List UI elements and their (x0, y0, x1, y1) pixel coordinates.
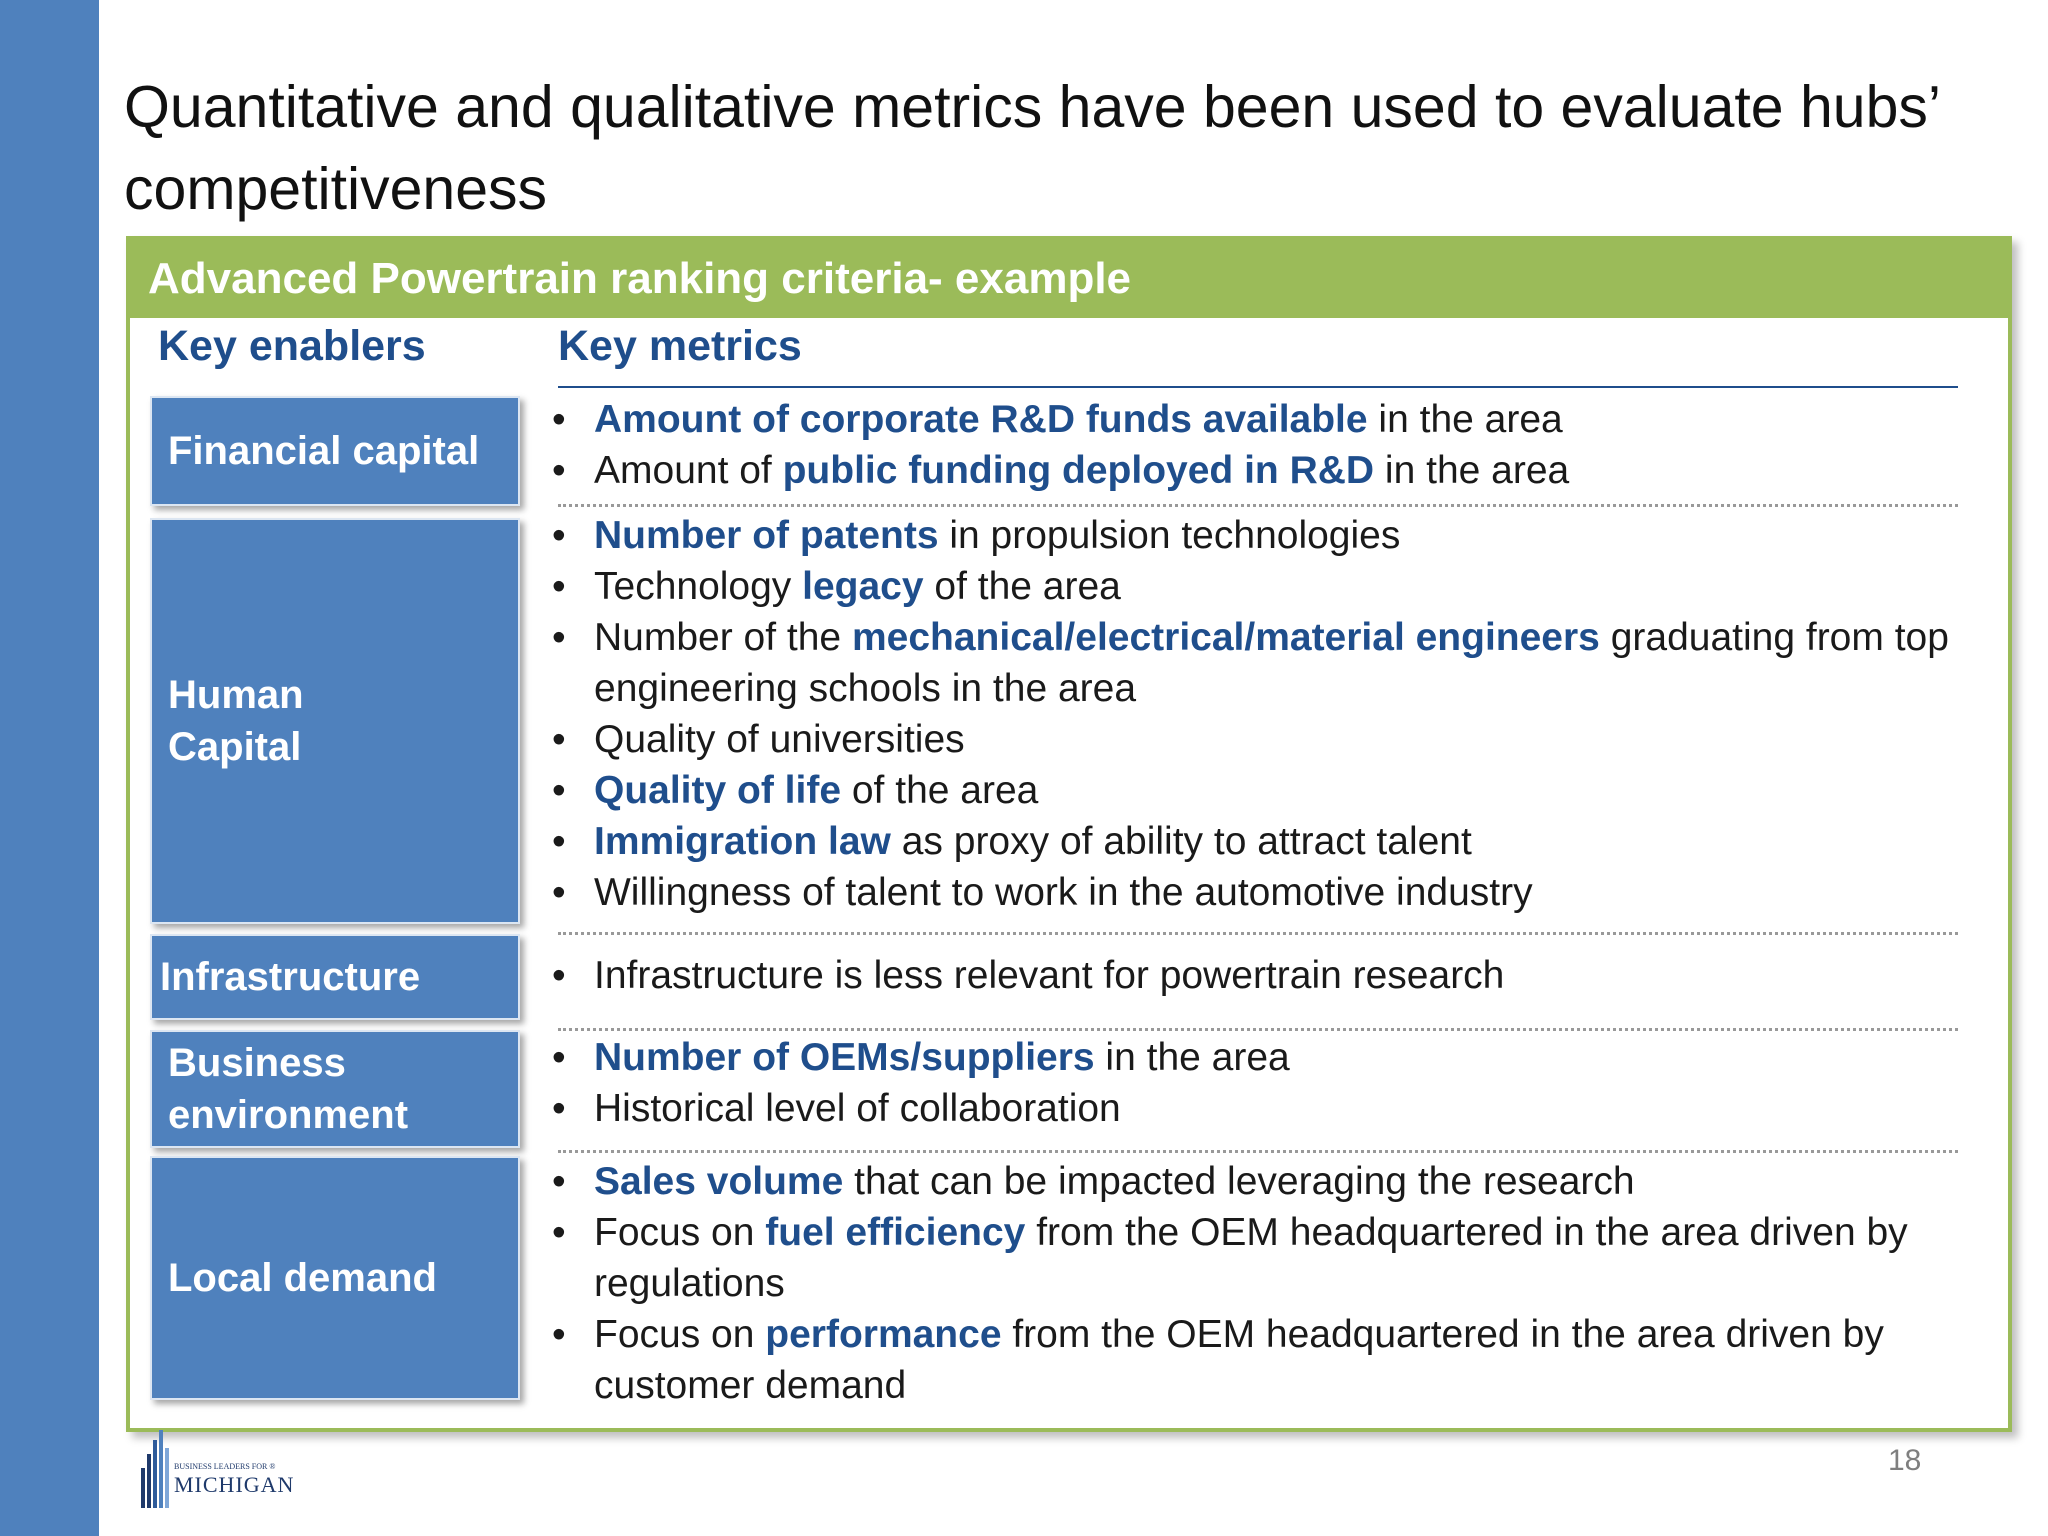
metrics-list-human-capital: Number of patents in propulsion technolo… (548, 510, 1968, 918)
row-divider (558, 932, 1958, 935)
metric-item: Focus on performance from the OEM headqu… (548, 1309, 1968, 1411)
metric-text: Willingness of talent to work in the aut… (594, 871, 1533, 914)
business-leaders-for-michigan-logo: BUSINESS LEADERS FOR ® MICHIGAN (140, 1428, 300, 1508)
enabler-label: Infrastructure (160, 955, 421, 999)
metric-highlight: Amount of corporate R&D funds available (594, 398, 1368, 441)
enabler-financial-capital: Financial capital (150, 396, 520, 506)
metric-item: Focus on fuel efficiency from the OEM he… (548, 1207, 1968, 1309)
enabler-human-capital: Human Capital (150, 518, 520, 924)
metric-item: Number of the mechanical/electrical/mate… (548, 612, 1968, 714)
metric-text: Focus on (594, 1313, 766, 1356)
row-divider (558, 1028, 1958, 1031)
metric-item: Infrastructure is less relevant for powe… (548, 950, 1968, 1001)
metric-text: in the area (1374, 449, 1570, 492)
metric-item: Immigration law as proxy of ability to a… (548, 816, 1968, 867)
metric-item: Historical level of collaboration (548, 1083, 1968, 1134)
metric-text: in the area (1367, 398, 1563, 441)
logo-wordmark: MICHIGAN (174, 1472, 295, 1497)
key-enablers-heading: Key enablers (158, 322, 426, 370)
metric-item: Amount of public funding deployed in R&D… (548, 445, 1968, 496)
metric-text: Amount of (594, 449, 783, 492)
metric-text: Quality of universities (594, 718, 965, 761)
building-bars-icon (141, 1430, 169, 1508)
metric-highlight: legacy (802, 565, 924, 608)
metric-highlight: Quality of life (594, 769, 842, 812)
metrics-list-infrastructure: Infrastructure is less relevant for powe… (548, 950, 1968, 1001)
metric-highlight: mechanical/electrical/material engineers (851, 616, 1600, 659)
metric-item: Number of OEMs/suppliers in the area (548, 1032, 1968, 1083)
enabler-label: Human Capital (168, 673, 304, 769)
metric-text: in the area (1094, 1036, 1290, 1079)
metric-highlight: performance (765, 1313, 1002, 1356)
metric-highlight: Number of OEMs/suppliers (594, 1036, 1095, 1079)
enabler-label: Business environment (168, 1041, 409, 1137)
metric-text: Focus on (594, 1211, 766, 1254)
logo-tagline: BUSINESS LEADERS FOR ® (174, 1462, 276, 1471)
metric-text: Technology (594, 565, 803, 608)
slide-title: Quantitative and qualitative metrics hav… (124, 74, 1939, 222)
metric-text: of the area (841, 769, 1039, 812)
enabler-business-environment: Business environment (150, 1030, 520, 1148)
panel-header: Advanced Powertrain ranking criteria- ex… (130, 240, 2008, 318)
metrics-heading-rule (558, 386, 1958, 388)
metric-text: from the OEM headquartered in the area d… (594, 1211, 1908, 1305)
enabler-infrastructure: Infrastructure (150, 934, 520, 1020)
page-number: 18 (1888, 1444, 1922, 1477)
metric-highlight: Sales volume (594, 1160, 844, 1203)
metric-text: as proxy of ability to attract talent (890, 820, 1472, 863)
metrics-list-local-demand: Sales volume that can be impacted levera… (548, 1156, 1968, 1411)
metric-text: graduating from top engineering schools … (594, 616, 1949, 710)
metrics-list-financial-capital: Amount of corporate R&D funds available … (548, 394, 1968, 496)
metric-text: from the OEM headquartered in the area d… (594, 1313, 1884, 1407)
metric-item: Technology legacy of the area (548, 561, 1968, 612)
metric-text: in propulsion technologies (938, 514, 1401, 557)
metric-item: Number of patents in propulsion technolo… (548, 510, 1968, 561)
enabler-label: Financial capital (168, 429, 480, 473)
metric-item: Willingness of talent to work in the aut… (548, 867, 1968, 918)
metric-text: Infrastructure is less relevant for powe… (594, 954, 1505, 997)
metric-highlight: Immigration law (594, 820, 891, 863)
metric-item: Quality of life of the area (548, 765, 1968, 816)
metric-highlight: public funding deployed in R&D (782, 449, 1375, 492)
metric-text: that can be impacted leveraging the rese… (843, 1160, 1635, 1203)
row-divider (558, 1150, 1958, 1153)
metric-text: of the area (923, 565, 1121, 608)
metric-highlight: Number of patents (594, 514, 939, 557)
metric-item: Sales volume that can be impacted levera… (548, 1156, 1968, 1207)
metric-highlight: fuel efficiency (765, 1211, 1026, 1254)
enabler-label: Local demand (168, 1256, 437, 1300)
metrics-list-business-environment: Number of OEMs/suppliers in the areaHist… (548, 1032, 1968, 1134)
enabler-local-demand: Local demand (150, 1156, 520, 1400)
row-divider (558, 504, 1958, 507)
metric-item: Quality of universities (548, 714, 1968, 765)
key-metrics-heading: Key metrics (558, 322, 802, 370)
metric-text: Historical level of collaboration (594, 1087, 1121, 1130)
left-accent-bar (0, 0, 99, 1536)
metric-item: Amount of corporate R&D funds available … (548, 394, 1968, 445)
metric-text: Number of the (594, 616, 852, 659)
